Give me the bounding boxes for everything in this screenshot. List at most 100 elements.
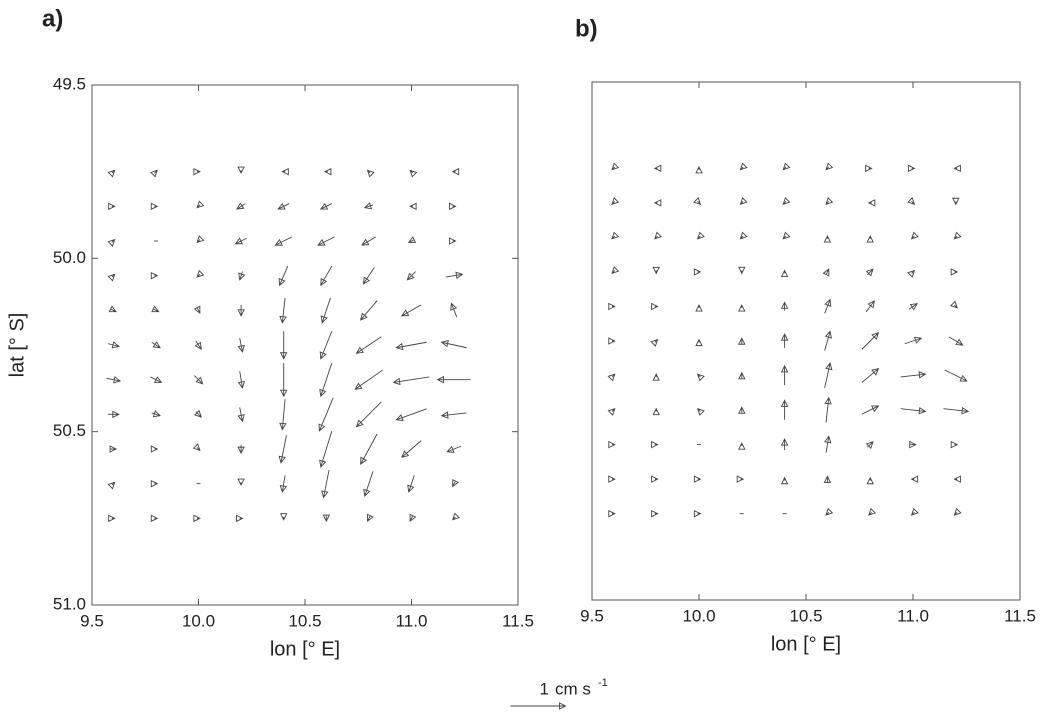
velocity-arrow xyxy=(401,304,422,317)
velocity-arrow xyxy=(150,514,159,523)
velocity-arrow xyxy=(868,507,877,516)
key-value: 1 xyxy=(540,679,549,698)
velocity-arrow xyxy=(736,475,745,483)
key-arrow xyxy=(510,702,567,710)
velocity-arrow xyxy=(193,167,201,176)
velocity-arrow xyxy=(445,271,464,280)
velocity-arrow xyxy=(150,479,159,488)
velocity-arrow xyxy=(651,440,659,449)
velocity-arrow xyxy=(194,409,202,418)
velocity-arrow xyxy=(151,341,161,349)
velocity-arrow xyxy=(193,305,201,314)
velocity-arrow xyxy=(319,331,333,360)
velocity-arrow xyxy=(739,197,748,205)
velocity-arrow xyxy=(451,167,460,176)
velocity-arrow xyxy=(695,304,703,312)
panel-label: a) xyxy=(42,5,63,32)
velocity-arrow xyxy=(395,341,427,351)
velocity-arrow xyxy=(237,478,245,487)
velocity-arrow xyxy=(824,362,833,389)
velocity-arrow xyxy=(150,202,159,211)
velocity-arrow xyxy=(322,514,331,523)
velocity-arrow xyxy=(150,376,163,383)
velocity-arrow xyxy=(953,475,961,483)
velocity-arrow xyxy=(323,167,332,176)
velocity-arrow xyxy=(362,267,375,285)
velocity-arrow xyxy=(436,375,471,384)
velocity-arrow xyxy=(106,376,122,384)
velocity-arrow xyxy=(653,199,662,207)
velocity-arrow xyxy=(355,401,382,428)
velocity-arrow xyxy=(953,231,962,240)
velocity-arrow xyxy=(194,340,202,350)
velocity-arrow xyxy=(237,407,245,423)
velocity-arrow xyxy=(193,514,201,523)
velocity-arrow xyxy=(449,202,457,211)
velocity-arrow xyxy=(910,475,919,483)
velocity-arrow xyxy=(780,364,789,386)
velocity-arrow xyxy=(782,162,791,171)
velocity-arrow xyxy=(150,445,159,453)
velocity-arrow xyxy=(738,371,746,380)
velocity-arrow xyxy=(608,302,616,311)
velocity-arrow xyxy=(861,332,880,350)
velocity-arrow xyxy=(782,231,791,240)
velocity-arrow xyxy=(825,507,834,516)
velocity-arrow xyxy=(278,265,289,287)
velocity-arrow xyxy=(693,475,702,483)
velocity-arrow xyxy=(695,165,703,174)
velocity-arrow xyxy=(150,169,158,178)
velocity-arrow xyxy=(151,305,160,313)
velocity-arrow xyxy=(780,301,789,311)
y-tick-label: 50.0 xyxy=(53,248,86,267)
velocity-arrow xyxy=(900,407,927,415)
velocity-arrow xyxy=(407,475,415,493)
x-tick-label: 10.5 xyxy=(789,606,822,625)
velocity-arrow xyxy=(196,200,205,209)
velocity-arrow xyxy=(320,297,331,324)
velocity-arrow xyxy=(407,236,417,243)
velocity-arrow xyxy=(780,438,789,451)
velocity-arrow xyxy=(361,236,377,246)
velocity-arrow xyxy=(608,337,616,345)
velocity-arrow xyxy=(823,235,832,243)
velocity-arrow xyxy=(107,410,120,419)
velocity-arrow xyxy=(952,197,960,206)
velocity-arrow xyxy=(824,330,832,351)
x-axis-label: lon [° E] xyxy=(771,633,841,655)
velocity-arrow xyxy=(738,304,746,312)
velocity-arrow xyxy=(780,476,789,485)
velocity-arrow xyxy=(317,236,335,246)
velocity-arrow xyxy=(237,304,245,317)
velocity-arrow xyxy=(866,235,874,243)
velocity-arrow xyxy=(279,399,287,431)
velocity-arrow xyxy=(865,300,875,313)
velocity-arrow xyxy=(739,162,748,171)
velocity-arrow xyxy=(949,300,958,309)
velocity-arrow xyxy=(194,375,204,385)
velocity-arrow xyxy=(861,405,880,415)
velocity-arrow xyxy=(738,406,746,414)
velocity-arrow xyxy=(696,373,705,382)
velocity-arrow xyxy=(395,408,427,422)
velocity-arrow xyxy=(196,235,205,244)
velocity-arrow xyxy=(278,435,287,464)
velocity-arrow xyxy=(824,396,832,423)
velocity-arrow xyxy=(279,363,288,398)
velocity-arrow xyxy=(652,407,660,416)
velocity-arrow xyxy=(904,336,923,345)
velocity-arrow xyxy=(608,509,616,518)
velocity-arrow xyxy=(696,231,705,240)
velocity-arrow xyxy=(654,231,663,240)
velocity-arrow xyxy=(401,440,422,458)
velocity-arrow xyxy=(318,397,334,432)
velocity-arrow xyxy=(446,445,462,453)
velocity-arrow xyxy=(237,166,245,175)
velocity-arrow xyxy=(392,376,430,386)
velocity-arrow xyxy=(950,440,959,449)
velocity-arrow xyxy=(237,371,246,389)
x-tick-label: 10.0 xyxy=(682,606,715,625)
velocity-arrow xyxy=(652,266,660,275)
velocity-arrow xyxy=(908,303,918,311)
velocity-arrow xyxy=(607,373,616,382)
